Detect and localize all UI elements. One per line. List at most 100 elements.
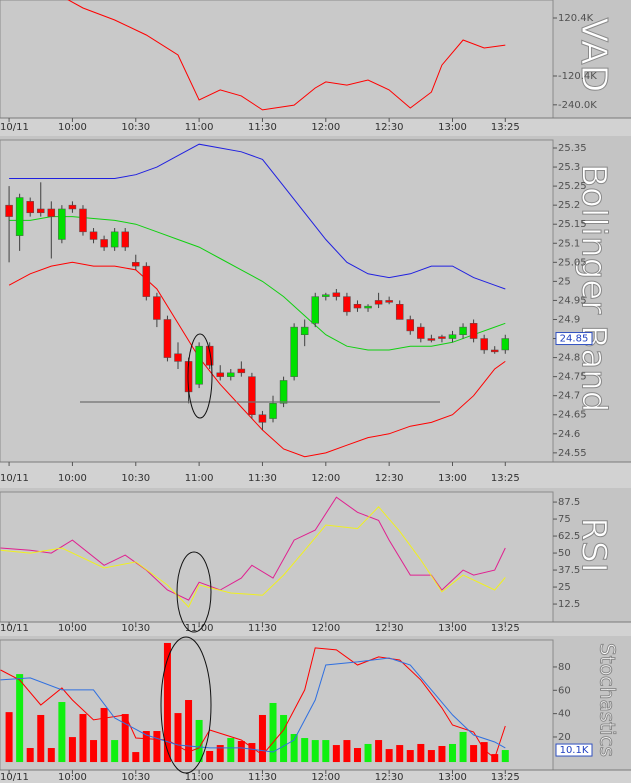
x-tick-label: 13:00 <box>438 122 467 133</box>
y-tick-label: 24.65 <box>558 410 587 421</box>
x-tick-label: 12:30 <box>375 623 404 634</box>
candle-body <box>5 204 13 217</box>
y-tick-label: 62.5 <box>558 531 580 542</box>
candle-body <box>110 231 119 248</box>
x-tick-label: 11:30 <box>248 122 277 133</box>
value-box-label: 24.85 <box>560 334 589 345</box>
time-axis-band <box>0 622 631 636</box>
volume-bar <box>332 745 340 763</box>
y-tick-label: 12.5 <box>558 599 580 610</box>
candle-body <box>37 208 45 214</box>
y-tick-label: 24.6 <box>558 429 580 440</box>
volume-bar <box>142 731 150 763</box>
candle-body <box>132 262 140 267</box>
volume-bar <box>364 743 372 763</box>
volume-bar <box>396 745 404 763</box>
x-tick-label: 13:00 <box>438 772 467 783</box>
x-tick-label: 10:00 <box>58 772 87 783</box>
volume-bar <box>185 700 193 763</box>
candle-body <box>364 305 372 309</box>
value-box-label: 10.1K <box>560 745 589 756</box>
candle-body <box>121 231 129 248</box>
x-tick-label: 12:00 <box>311 623 340 634</box>
x-tick-label: 12:00 <box>311 473 340 484</box>
candle-body <box>343 296 351 313</box>
volume-bar <box>301 738 309 763</box>
volume-bar <box>417 743 425 763</box>
candle-body <box>395 303 404 320</box>
panel: RSI 87.5 75 62.5 50 37.5 25 12.5 10/11 10:00 10:30… <box>0 491 631 636</box>
line-series <box>0 496 506 601</box>
volume-bar <box>111 740 119 763</box>
volume-bar <box>427 750 435 763</box>
candle-body <box>15 197 24 236</box>
x-tick-label: 10:30 <box>121 122 150 133</box>
x-tick-label: 11:00 <box>185 772 214 783</box>
x-tick-label: 11:00 <box>185 623 214 634</box>
candle-body <box>279 380 288 404</box>
candle-body <box>322 294 330 297</box>
y-tick-label: 24.8 <box>558 353 580 364</box>
plot <box>5 143 510 458</box>
x-tick-label: 11:30 <box>248 772 277 783</box>
volume-bar <box>195 719 203 763</box>
time-axis-band <box>0 462 631 488</box>
x-tick-label: 13:00 <box>438 623 467 634</box>
volume-bar <box>163 642 171 763</box>
y-tick-label: 75 <box>558 514 571 525</box>
candle-body <box>480 338 488 351</box>
volume-bar <box>375 740 383 763</box>
y-tick-label: 24.75 <box>558 372 587 383</box>
volume-bar <box>16 674 24 763</box>
x-tick-label: 13:00 <box>438 473 467 484</box>
line-series <box>0 647 506 759</box>
candle-body <box>406 319 415 332</box>
y-tick-label: 25.2 <box>558 200 580 211</box>
candle-body <box>258 414 267 423</box>
candle-body <box>459 326 467 335</box>
volume-bar <box>480 742 488 763</box>
candle-body <box>47 208 56 217</box>
candle-body <box>385 300 393 303</box>
x-tick-label: 13:25 <box>491 122 520 133</box>
candle-body <box>300 326 309 335</box>
y-tick-label: 37.5 <box>558 565 580 576</box>
volume-bar <box>280 714 288 763</box>
x-tick-label: 11:00 <box>185 122 214 133</box>
volume-bar <box>248 743 256 763</box>
line-series <box>0 506 506 608</box>
candle-body <box>26 201 34 214</box>
volume-bar <box>153 731 161 763</box>
volume-bar <box>501 750 509 763</box>
volume-bar <box>58 702 66 763</box>
y-tick-label: 120.4K <box>558 13 594 24</box>
highlight-ellipse <box>176 551 212 633</box>
candle-body <box>68 204 77 210</box>
candle-body <box>237 368 246 374</box>
volume-bar <box>438 745 446 763</box>
volume-bar <box>459 731 467 763</box>
volume-bar <box>258 714 266 763</box>
y-tick-label: 80 <box>558 662 571 673</box>
volume-bar <box>37 714 45 763</box>
volume-bar <box>353 748 361 763</box>
y-tick-label: 25 <box>558 276 571 287</box>
candle-body <box>163 319 172 358</box>
y-tick-label: 25.35 <box>558 143 587 154</box>
x-tick-label: 11:00 <box>185 473 214 484</box>
volume-bar <box>121 714 129 763</box>
y-tick-label: 20 <box>558 732 571 743</box>
candle-body <box>142 265 151 297</box>
candle-body <box>438 336 446 339</box>
panel-title: RSI <box>574 517 614 572</box>
volume-bar <box>290 733 298 763</box>
candle-body <box>89 231 98 240</box>
panel-title: Stochastics <box>596 643 620 757</box>
x-tick-label: 10:00 <box>58 473 87 484</box>
x-tick-label: 13:25 <box>491 772 520 783</box>
volume-bar <box>385 749 393 763</box>
candle-body <box>501 338 510 351</box>
candle-body <box>205 345 214 366</box>
candle-body <box>290 326 298 377</box>
